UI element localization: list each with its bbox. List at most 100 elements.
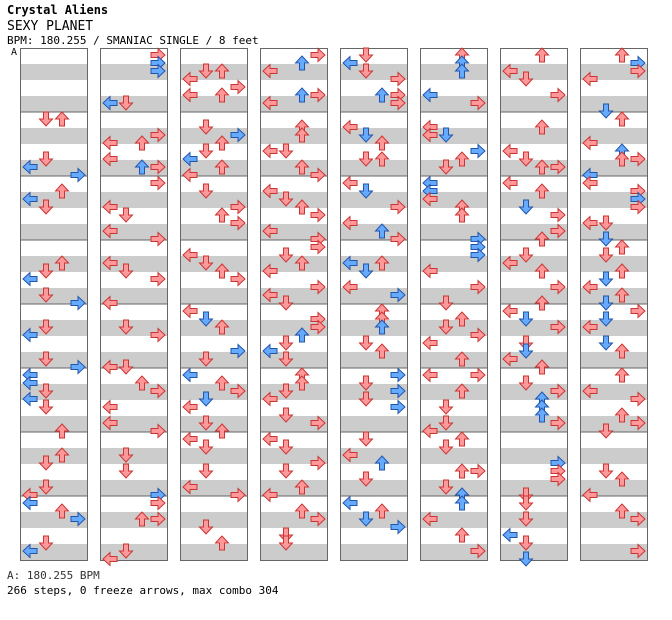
- column-border: [500, 48, 568, 561]
- step-arrow: [278, 407, 294, 423]
- step-arrow: [438, 415, 454, 431]
- step-arrow: [150, 495, 166, 511]
- step-arrow: [422, 191, 438, 207]
- step-arrow: [518, 511, 534, 527]
- step-arrow: [22, 159, 38, 175]
- step-arrow: [534, 47, 550, 63]
- step-arrow: [630, 415, 646, 431]
- step-arrow: [422, 335, 438, 351]
- step-arrow: [278, 463, 294, 479]
- step-arrow: [342, 119, 358, 135]
- step-arrow: [358, 151, 374, 167]
- step-arrow: [598, 423, 614, 439]
- step-arrow: [278, 335, 294, 351]
- step-arrow: [614, 239, 630, 255]
- step-arrow: [54, 423, 70, 439]
- step-arrow: [182, 167, 198, 183]
- step-arrow: [502, 143, 518, 159]
- step-arrow: [598, 311, 614, 327]
- step-arrow: [598, 231, 614, 247]
- step-arrow: [374, 87, 390, 103]
- step-arrow: [310, 455, 326, 471]
- beat-stripe: [180, 448, 248, 464]
- step-arrow: [70, 359, 86, 375]
- step-arrow: [38, 535, 54, 551]
- step-arrow: [118, 543, 134, 559]
- step-arrow: [470, 279, 486, 295]
- beat-stripe: [340, 352, 408, 368]
- beat-stripe: [340, 160, 408, 176]
- step-arrow: [518, 247, 534, 263]
- beat-stripe: [500, 288, 568, 304]
- step-arrow: [182, 247, 198, 263]
- step-arrow: [390, 199, 406, 215]
- step-arrow: [614, 367, 630, 383]
- step-arrow: [454, 63, 470, 79]
- step-arrow: [550, 415, 566, 431]
- step-arrow: [358, 183, 374, 199]
- step-arrow: [614, 343, 630, 359]
- step-arrow: [294, 479, 310, 495]
- step-arrow: [374, 503, 390, 519]
- step-arrow: [614, 287, 630, 303]
- step-arrow: [182, 367, 198, 383]
- step-arrow: [598, 295, 614, 311]
- step-arrow: [358, 375, 374, 391]
- step-arrow: [22, 391, 38, 407]
- step-arrow: [390, 287, 406, 303]
- step-arrow: [598, 103, 614, 119]
- step-arrow: [630, 391, 646, 407]
- step-arrow: [102, 359, 118, 375]
- step-arrow: [502, 527, 518, 543]
- step-arrow: [470, 543, 486, 559]
- step-arrow: [534, 119, 550, 135]
- step-arrow: [422, 263, 438, 279]
- beat-stripe: [580, 352, 648, 368]
- step-arrow: [310, 47, 326, 63]
- beat-stripe: [580, 96, 648, 112]
- step-arrow: [262, 223, 278, 239]
- step-arrow: [582, 135, 598, 151]
- step-arrow: [470, 463, 486, 479]
- step-arrow: [198, 351, 214, 367]
- step-arrow: [38, 111, 54, 127]
- step-arrow: [294, 127, 310, 143]
- step-arrow: [102, 151, 118, 167]
- step-arrow: [230, 199, 246, 215]
- step-arrow: [230, 215, 246, 231]
- step-arrow: [390, 399, 406, 415]
- step-arrow: [198, 311, 214, 327]
- step-arrow: [22, 495, 38, 511]
- step-arrow: [294, 327, 310, 343]
- step-arrow: [390, 231, 406, 247]
- step-arrow: [278, 143, 294, 159]
- beat-stripe: [500, 96, 568, 112]
- step-arrow: [262, 487, 278, 503]
- step-arrow: [518, 71, 534, 87]
- beat-stripe: [180, 416, 248, 432]
- step-arrow: [470, 95, 486, 111]
- column-border: [100, 48, 168, 561]
- step-arrow: [342, 279, 358, 295]
- beat-stripe: [100, 448, 168, 464]
- beat-stripe: [420, 64, 488, 80]
- step-arrow: [294, 159, 310, 175]
- beat-stripe: [180, 512, 248, 528]
- step-arrow: [38, 287, 54, 303]
- step-arrow: [262, 263, 278, 279]
- step-arrow: [582, 319, 598, 335]
- step-arrow: [294, 255, 310, 271]
- chart-column-3: [180, 48, 248, 561]
- step-arrow: [22, 375, 38, 391]
- step-arrow: [534, 183, 550, 199]
- step-arrow: [118, 359, 134, 375]
- step-arrow: [38, 263, 54, 279]
- step-arrow: [550, 87, 566, 103]
- column-border: [180, 48, 248, 561]
- step-arrow: [182, 479, 198, 495]
- step-arrow: [102, 135, 118, 151]
- beat-stripe: [180, 320, 248, 336]
- step-arrow: [422, 119, 438, 135]
- song-title: SEXY PLANET: [7, 19, 94, 34]
- step-arrow: [214, 375, 230, 391]
